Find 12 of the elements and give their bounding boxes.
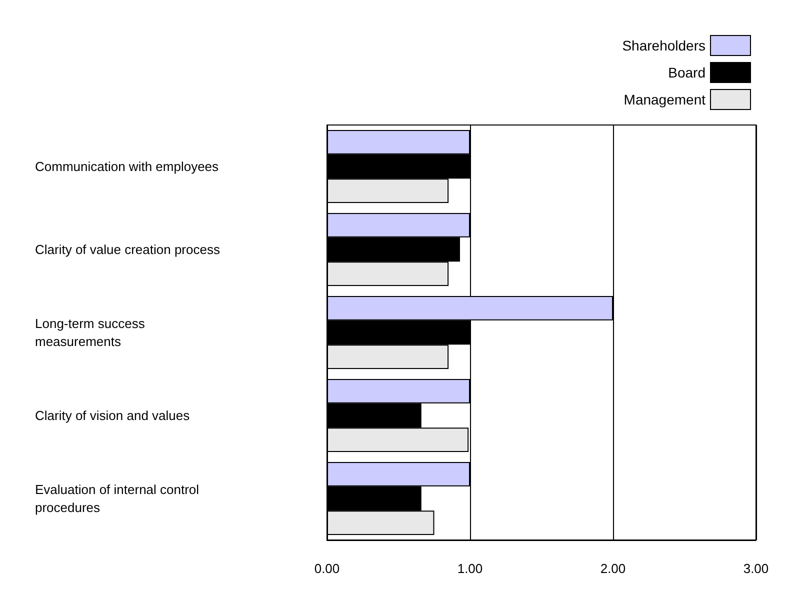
y-tick-label: Clarity of vision and values <box>35 408 190 423</box>
legend-label: Management <box>624 92 706 108</box>
y-tick-label: Clarity of value creation process <box>35 242 220 257</box>
x-tick-label: 3.00 <box>743 561 769 576</box>
x-tick-label: 0.00 <box>314 561 340 576</box>
y-tick-label: Long-term success measurements <box>35 316 148 349</box>
legend-label: Shareholders <box>622 38 706 54</box>
x-tick-label: 2.00 <box>600 561 626 576</box>
legend-label: Board <box>668 64 706 80</box>
y-tick-label: Communication with employees <box>35 159 220 174</box>
x-tick-label: 1.00 <box>457 561 483 576</box>
y-tick-label: Evaluation of internal control procedures <box>35 482 203 515</box>
